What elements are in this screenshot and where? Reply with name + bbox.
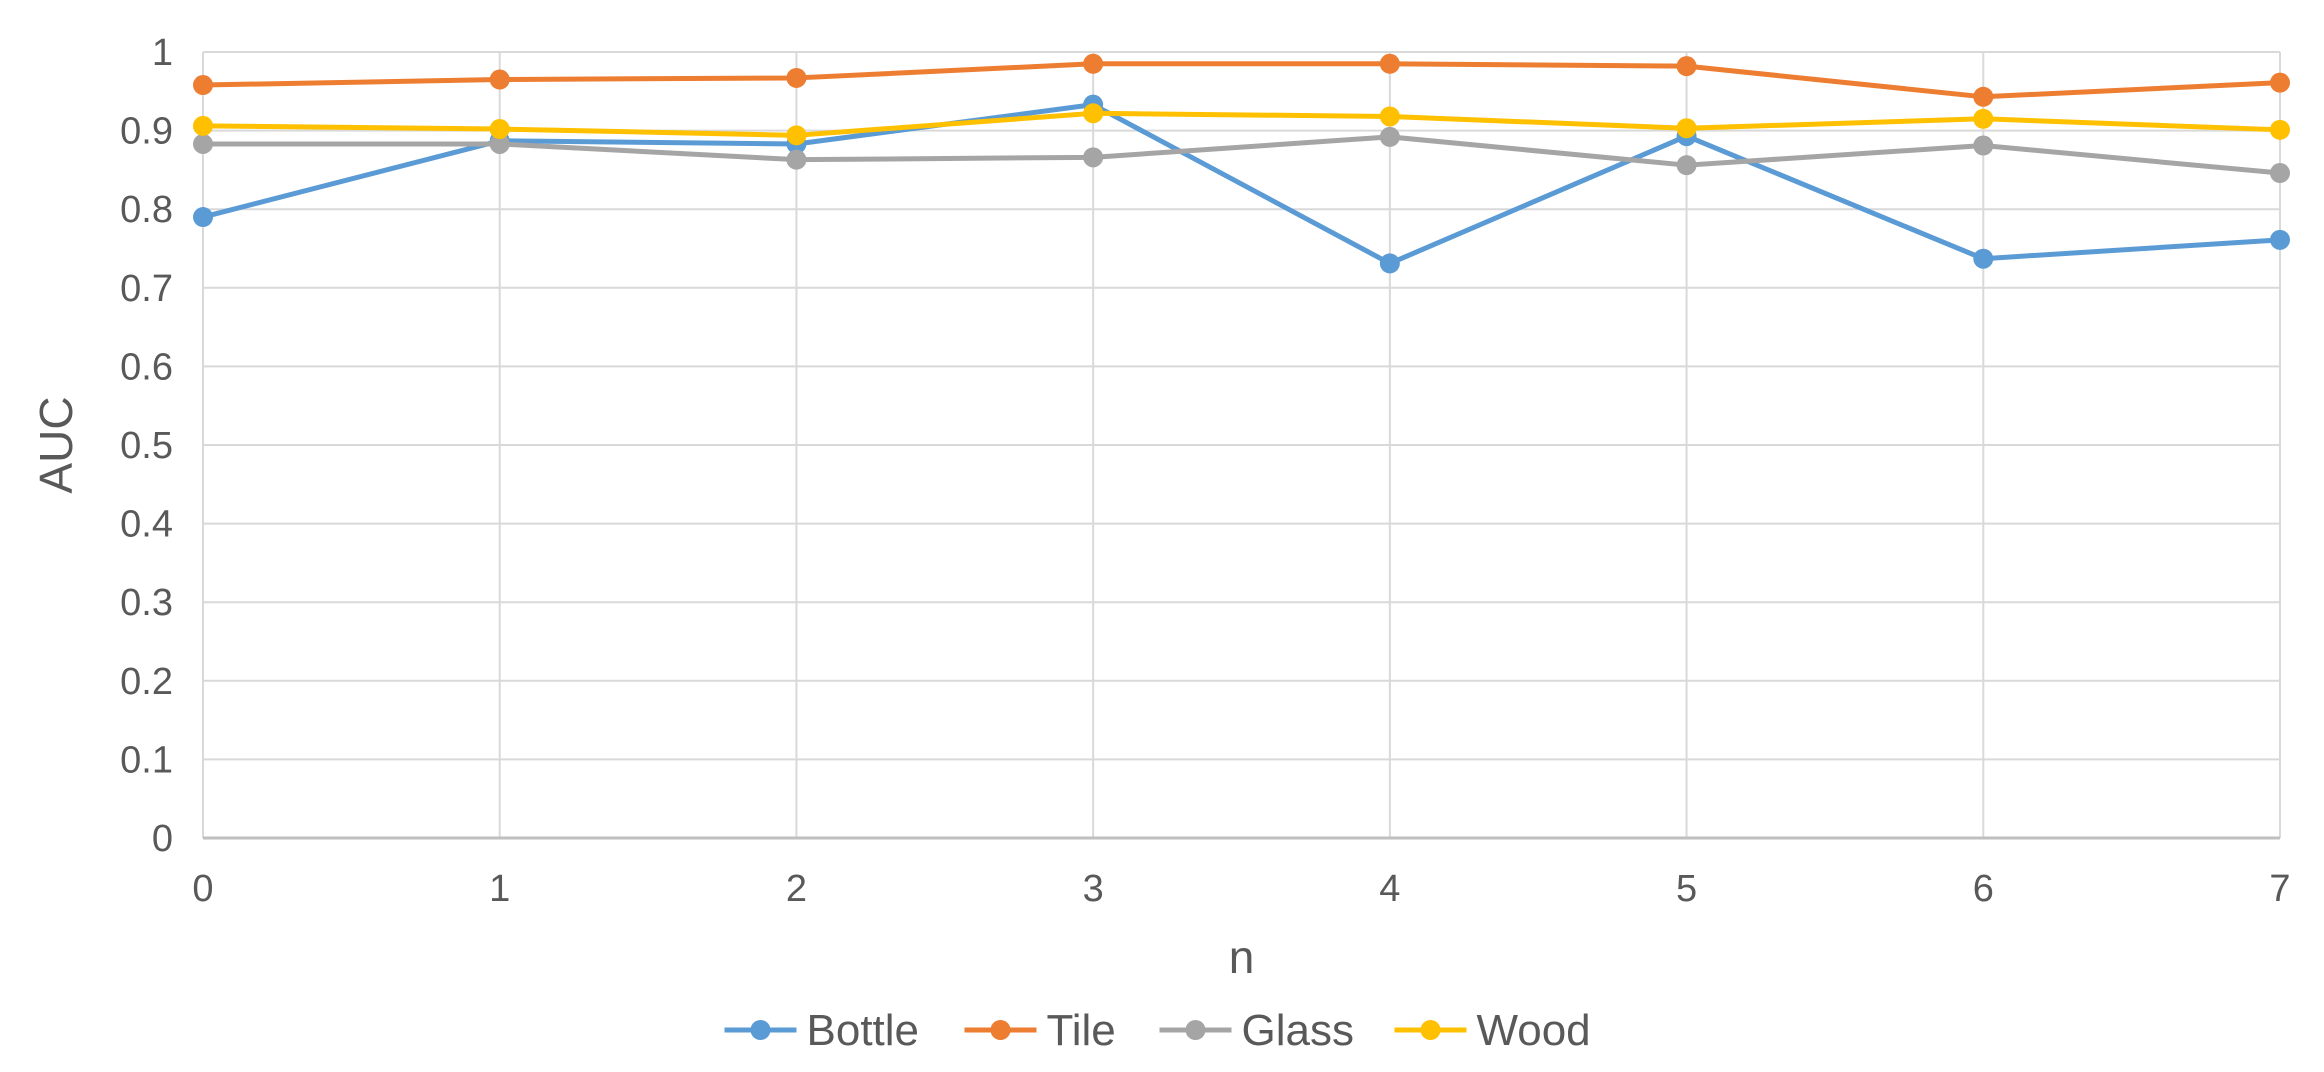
data-point-wood <box>1083 103 1104 124</box>
data-point-glass <box>786 149 807 170</box>
legend-swatch-marker <box>990 1020 1011 1040</box>
series-line-wood <box>202 110 2281 138</box>
series-line-tile <box>202 61 2281 100</box>
data-point-glass <box>1083 147 1104 168</box>
x-tick-label: 3 <box>1083 868 1104 910</box>
data-point-tile <box>1973 86 1994 107</box>
legend-item-wood: Wood <box>1394 1006 1591 1055</box>
data-point-glass <box>193 133 213 154</box>
y-tick-label: 1 <box>152 32 173 74</box>
x-tick-label: 6 <box>1973 868 1994 910</box>
y-tick-label: 0.6 <box>120 346 173 388</box>
data-point-tile <box>1379 53 1400 74</box>
legend-item-glass: Glass <box>1159 1006 1354 1055</box>
legend-label: Bottle <box>807 1006 920 1055</box>
data-point-glass <box>1973 135 1994 156</box>
legend-label: Glass <box>1242 1006 1354 1055</box>
y-tick-label: 0.9 <box>120 111 173 153</box>
legend-label: Wood <box>1477 1006 1591 1055</box>
data-point-tile <box>1083 53 1104 74</box>
x-axis-title: n <box>1229 931 1255 983</box>
data-point-wood <box>193 115 213 136</box>
grid-layer <box>202 51 2281 839</box>
y-tick-label: 0.7 <box>120 268 173 310</box>
x-tick-label: 2 <box>786 868 807 910</box>
data-point-glass <box>1379 126 1400 147</box>
data-point-bottle <box>2270 229 2290 250</box>
y-tick-label: 0.2 <box>120 661 173 703</box>
data-point-wood <box>2270 119 2290 140</box>
x-tick-label: 5 <box>1676 868 1697 910</box>
x-tick-label: 0 <box>192 868 213 910</box>
y-tick-label: 0.1 <box>120 739 173 781</box>
series-line-glass <box>203 134 2281 176</box>
data-point-wood <box>1379 106 1400 127</box>
x-tick-label: 1 <box>489 868 510 910</box>
legend-label: Tile <box>1047 1006 1116 1055</box>
data-point-wood <box>1676 118 1697 139</box>
data-point-bottle <box>1973 248 1994 269</box>
data-point-wood <box>1973 108 1994 129</box>
series-layer <box>193 53 2290 274</box>
legend-item-bottle: Bottle <box>724 1006 920 1055</box>
legend-swatch-marker <box>1185 1020 1206 1040</box>
data-point-tile <box>1676 56 1697 77</box>
y-tick-label: 0 <box>152 818 173 860</box>
y-tick-label: 0.4 <box>120 504 173 546</box>
data-point-tile <box>2270 72 2290 93</box>
legend: Bottle Tile Glass Wood <box>724 1006 1591 1055</box>
x-tick-label: 7 <box>2269 868 2290 910</box>
legend-item-tile: Tile <box>964 1006 1116 1055</box>
y-axis-title: AUC <box>30 396 82 493</box>
legend-swatch-marker <box>750 1020 771 1040</box>
data-point-glass <box>1676 155 1697 176</box>
data-point-bottle <box>1379 253 1400 274</box>
legend-swatch-marker <box>1420 1020 1441 1040</box>
series-line-bottle <box>202 102 2281 266</box>
data-point-tile <box>193 75 213 96</box>
y-tick-label: 0.5 <box>120 425 173 467</box>
data-point-tile <box>786 67 807 88</box>
data-point-glass <box>2270 163 2290 184</box>
y-tick-label: 0.8 <box>120 189 173 231</box>
x-tick-label: 4 <box>1379 868 1400 910</box>
data-point-wood <box>786 125 807 146</box>
tick-labels: 0 0.1 0.2 0.3 0.4 0.5 0.6 0.7 0.8 0.9 1 0 1 2 3 4 5 6 7 <box>120 32 2290 910</box>
data-point-tile <box>489 69 510 90</box>
y-tick-label: 0.3 <box>120 582 173 624</box>
data-point-wood <box>489 119 510 140</box>
data-point-glass <box>489 133 510 154</box>
data-point-bottle <box>193 207 213 228</box>
